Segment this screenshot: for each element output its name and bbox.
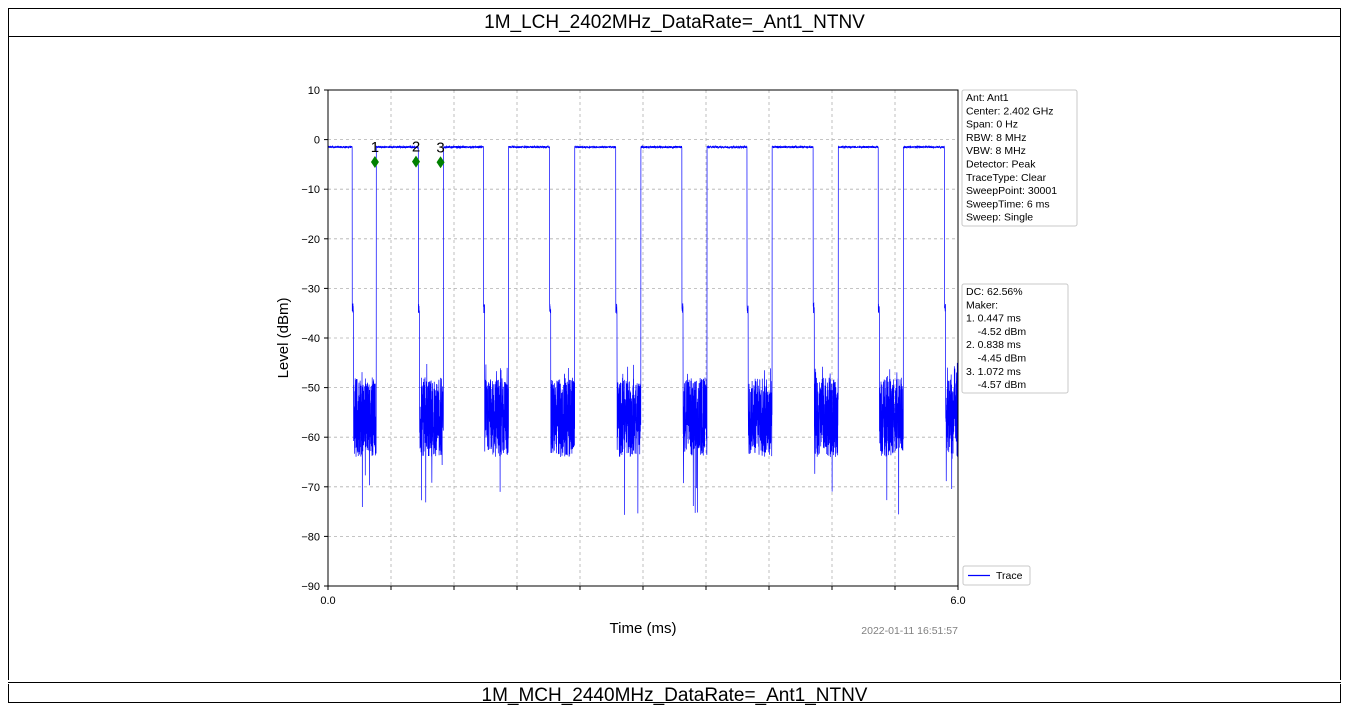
marker-label: 3 [436, 139, 444, 156]
info-line: Sweep: Single [966, 212, 1033, 224]
info-line: DC: 62.56% [966, 286, 1023, 298]
marker-diamond [411, 155, 420, 168]
x-axis-label: Time (ms) [610, 620, 677, 637]
info-box-markers: DC: 62.56%Maker: 1. 0.447 ms -4.52 dBm2. … [961, 283, 1069, 394]
y-tick-label: −40 [301, 333, 320, 345]
timestamp: 2022-01-11 16:51:57 [861, 625, 958, 637]
y-tick-label: 0 [314, 135, 320, 147]
marker-label: 2 [412, 139, 420, 156]
x-tick-label: 0.0 [320, 595, 335, 607]
y-tick-label: −70 [301, 482, 320, 494]
x-axis-ticks: 0.0 6.0 [320, 586, 966, 607]
legend-entry: Trace [996, 570, 1023, 582]
info-line: Center: 2.402 GHz [966, 105, 1054, 117]
info-line: RBW: 8 MHz [966, 132, 1026, 144]
y-tick-label: −80 [301, 531, 320, 543]
info-line: 2. 0.838 ms [966, 339, 1021, 351]
next-chart-title: 1M_MCH_2440MHz_DataRate=_Ant1_NTNV [8, 682, 1341, 709]
info-line: VBW: 8 MHz [966, 145, 1026, 157]
y-tick-label: −50 [301, 383, 320, 395]
info-line: Ant: Ant1 [966, 92, 1009, 104]
y-tick-label: −60 [301, 432, 320, 444]
info-line: -4.57 dBm [966, 379, 1026, 391]
info-line: -4.52 dBm [966, 326, 1026, 338]
y-axis-ticks: 10 0 −10 −20 −30 −40 −50 −60 −70 −80 −90 [301, 85, 328, 593]
y-tick-label: −30 [301, 283, 320, 295]
y-tick-label: 10 [308, 85, 320, 97]
y-axis-label: Level (dBm) [275, 298, 292, 379]
chart-title: 1M_LCH_2402MHz_DataRate=_Ant1_NTNV [8, 8, 1341, 37]
y-tick-label: −90 [301, 581, 320, 593]
info-line: Maker: [966, 299, 998, 311]
trace-layer [327, 144, 959, 515]
info-line: Detector: Peak [966, 159, 1036, 171]
legend: Trace [962, 565, 1031, 586]
info-line: Span: 0 Hz [966, 119, 1018, 131]
grid [328, 90, 958, 586]
info-line: 1. 0.447 ms [966, 313, 1021, 325]
trace-line [327, 144, 959, 515]
marker-diamond [436, 156, 445, 169]
y-tick-label: −10 [301, 184, 320, 196]
info-line: 3. 1.072 ms [966, 366, 1021, 378]
marker-label: 1 [371, 139, 379, 156]
info-line: TraceType: Clear [966, 172, 1047, 184]
x-tick-label: 6.0 [950, 595, 965, 607]
y-tick-label: −20 [301, 234, 320, 246]
info-line: SweepTime: 6 ms [966, 198, 1050, 210]
info-line: SweepPoint: 30001 [966, 185, 1057, 197]
marker-diamond [370, 156, 379, 169]
info-line: -4.45 dBm [966, 353, 1026, 365]
